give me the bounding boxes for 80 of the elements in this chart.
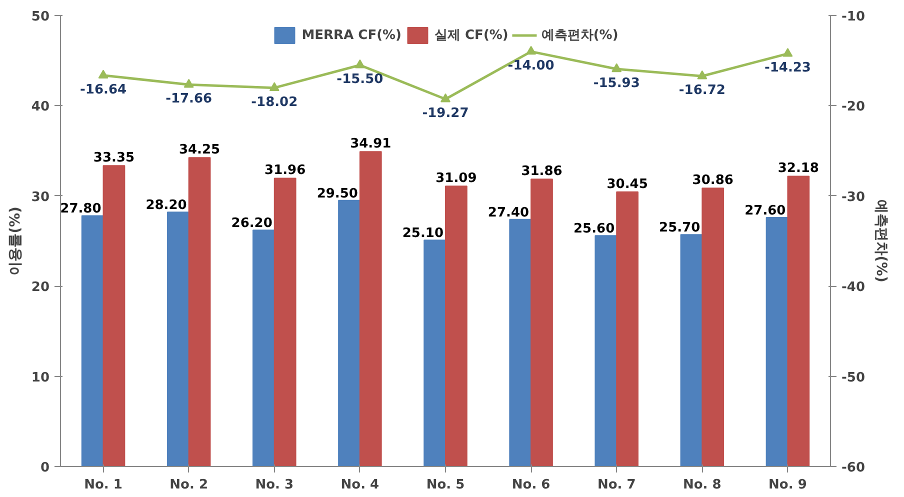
legend-label: 실제 CF(%) (434, 27, 508, 44)
bar (188, 157, 211, 466)
bar (338, 200, 360, 466)
bar (594, 235, 618, 466)
data-label: -18.02 (251, 94, 298, 110)
data-label: -19.27 (422, 106, 469, 122)
y2-tick-label: -60 (842, 460, 865, 476)
data-label: -15.93 (593, 76, 640, 91)
data-label: -16.64 (80, 82, 127, 98)
y2-tick-label: -10 (842, 10, 865, 24)
y-tick-label: 20 (31, 280, 50, 296)
data-label: 25.10 (402, 226, 444, 242)
data-label: -15.50 (336, 72, 384, 88)
y-axis-title: 이용률(%) (7, 206, 24, 276)
x-tick-label: No. 9 (768, 478, 807, 492)
y2-tick-label: -30 (842, 190, 865, 205)
point (269, 82, 280, 91)
data-label: 32.18 (778, 161, 819, 176)
data-label: 27.60 (744, 204, 786, 219)
data-label: 27.80 (60, 202, 102, 217)
data-label: 26.20 (231, 216, 272, 232)
y-tick-label: 50 (31, 10, 50, 24)
point (697, 70, 708, 80)
x-tick-label: No. 4 (340, 478, 380, 492)
bar (787, 176, 810, 466)
data-label: 29.50 (316, 186, 358, 202)
y-tick-label: 0 (40, 460, 50, 476)
x-tick-label: No. 5 (426, 478, 465, 492)
y2-tick-label: -50 (842, 370, 865, 386)
bar (424, 240, 446, 466)
point (782, 48, 793, 57)
data-label: 30.86 (692, 173, 734, 188)
point (184, 78, 194, 88)
x-tick-label: No. 7 (597, 478, 636, 492)
data-label: 31.86 (521, 164, 562, 180)
bar (166, 212, 190, 466)
y-tick-label: 30 (31, 190, 50, 205)
point (98, 70, 108, 78)
x-tick-label: No. 8 (683, 478, 722, 492)
data-label: 33.35 (93, 150, 135, 166)
x-tick-label: No. 2 (170, 478, 208, 492)
data-label: 34.91 (350, 136, 392, 152)
x-tick-label: No. 6 (512, 478, 550, 492)
legend-label: 예측편차(%) (541, 27, 618, 44)
bar (702, 188, 724, 466)
data-label: -14.00 (508, 58, 554, 74)
point (526, 46, 536, 55)
data-label: 34.25 (178, 142, 220, 158)
data-label: -14.23 (764, 60, 811, 76)
bar (616, 191, 638, 466)
data-label: 31.96 (264, 163, 306, 178)
point (354, 59, 365, 68)
bar (680, 234, 703, 466)
x-tick-label: No. 1 (84, 478, 122, 492)
x-tick-label: No. 3 (255, 478, 294, 492)
data-label: 27.40 (488, 205, 530, 220)
bar (445, 186, 468, 466)
y2-axis-title: 예측편차(%) (872, 200, 889, 282)
bar (509, 218, 532, 466)
point (440, 93, 450, 102)
bar (274, 178, 296, 466)
y-tick-label: 40 (31, 100, 50, 115)
point (612, 63, 622, 72)
bar (530, 178, 553, 466)
bar (81, 215, 104, 466)
data-label: 30.45 (606, 176, 648, 192)
data-label: 28.20 (146, 198, 187, 214)
y2-tick-label: -40 (842, 280, 865, 296)
data-label: -16.72 (678, 83, 726, 98)
bar (252, 230, 275, 466)
y-tick-label: 10 (31, 370, 50, 386)
legend-label: MERRA CF(%) (302, 28, 402, 42)
data-label: 25.60 (573, 222, 615, 237)
bar (359, 151, 382, 466)
bar (766, 217, 788, 466)
data-label: 31.09 (436, 171, 477, 186)
y2-tick-label: -20 (842, 100, 865, 115)
data-label: -17.66 (166, 92, 212, 107)
bar (102, 165, 126, 466)
data-label: 25.70 (659, 220, 700, 236)
